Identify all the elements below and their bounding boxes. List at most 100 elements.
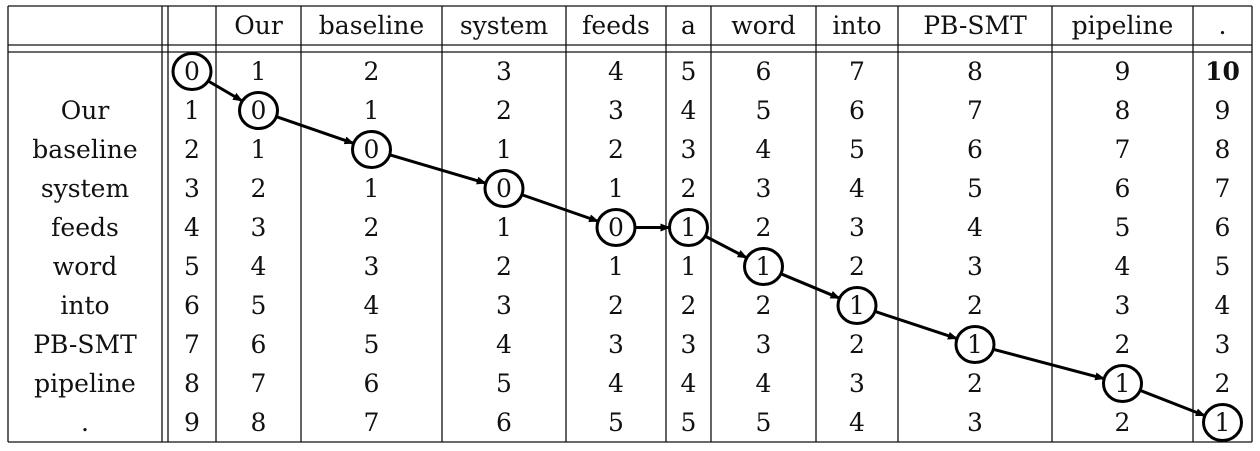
row-header: . — [81, 408, 89, 437]
column-header: . — [1218, 11, 1227, 40]
matrix-cell: 4 — [608, 57, 624, 86]
matrix-cell: 2 — [363, 213, 380, 242]
matrix-cell: 3 — [608, 96, 624, 125]
matrix-cell: 1 — [363, 174, 380, 203]
matrix-cell: 0 — [608, 213, 624, 242]
matrix-cell: 4 — [680, 369, 697, 398]
matrix-cell: 2 — [608, 291, 624, 320]
matrix-cell: 5 — [849, 135, 865, 164]
matrix-cell: 2 — [1114, 408, 1131, 437]
matrix-cell: 1 — [608, 252, 624, 281]
matrix-cell: 9 — [184, 408, 200, 437]
matrix-cell: 4 — [1214, 291, 1231, 320]
matrix-cell: 1 — [363, 96, 380, 125]
column-header: pipeline — [1071, 11, 1174, 40]
matrix-cell: 5 — [496, 369, 512, 398]
column-header: a — [681, 11, 696, 40]
matrix-cell: 4 — [496, 330, 512, 359]
matrix-cell: 1 — [755, 252, 772, 281]
matrix-cell: 5 — [1214, 252, 1231, 281]
matrix-cell: 3 — [496, 57, 512, 86]
matrix-cell: 5 — [1114, 213, 1131, 242]
column-header: Our — [234, 11, 283, 40]
matrix-cell: 1 — [496, 135, 512, 164]
matrix-cell: 4 — [755, 135, 772, 164]
matrix-cell: 6 — [1114, 174, 1131, 203]
matrix-cell: 3 — [363, 252, 380, 281]
matrix-cell: 1 — [680, 252, 697, 281]
matrix-cell: 5 — [680, 57, 697, 86]
matrix-cell: 2 — [363, 57, 380, 86]
matrix-cell: 3 — [967, 252, 983, 281]
matrix-cell: 3 — [967, 408, 983, 437]
matrix-cell: 5 — [608, 408, 624, 437]
column-header: PB-SMT — [923, 11, 1027, 40]
matrix-cell: 3 — [184, 174, 200, 203]
matrix-cell: 4 — [1114, 252, 1131, 281]
row-header: PB-SMT — [33, 330, 137, 359]
matrix-cell: 7 — [184, 330, 200, 359]
matrix-cell: 1 — [184, 96, 200, 125]
matrix-cell: 1 — [680, 213, 697, 242]
matrix-cell: 2 — [1214, 369, 1231, 398]
matrix-cell: 8 — [1214, 135, 1231, 164]
matrix-cell: 3 — [1214, 330, 1231, 359]
matrix-cell: 10 — [1205, 57, 1240, 86]
matrix-cell: 8 — [967, 57, 983, 86]
matrix-cell: 2 — [755, 213, 772, 242]
matrix-cell: 1 — [1214, 408, 1231, 437]
matrix-cell: 9 — [1114, 57, 1131, 86]
matrix-cell: 8 — [184, 369, 200, 398]
matrix-cell: 8 — [250, 408, 267, 437]
matrix-cell: 2 — [967, 369, 983, 398]
matrix-cell: 2 — [967, 291, 983, 320]
matrix-cell: 0 — [184, 57, 200, 86]
matrix-cell: 4 — [184, 213, 200, 242]
matrix-cell: 3 — [849, 213, 865, 242]
matrix-cell: 9 — [1214, 96, 1231, 125]
matrix-cell: 5 — [680, 408, 697, 437]
row-header: feeds — [51, 213, 119, 242]
matrix-cell: 1 — [250, 135, 267, 164]
matrix-cell: 6 — [849, 96, 865, 125]
matrix-cell: 6 — [967, 135, 983, 164]
matrix-cell: 7 — [849, 57, 865, 86]
matrix-cell: 4 — [849, 174, 865, 203]
matrix-cell: 3 — [250, 213, 267, 242]
row-header: into — [60, 291, 110, 320]
row-header: system — [40, 174, 130, 203]
matrix-cell: 4 — [250, 252, 267, 281]
matrix-cell: 0 — [363, 135, 380, 164]
matrix-cell: 1 — [496, 213, 512, 242]
matrix-cell: 6 — [184, 291, 200, 320]
matrix-cell: 5 — [363, 330, 380, 359]
matrix-cell: 4 — [680, 96, 697, 125]
matrix-cell: 4 — [608, 369, 624, 398]
matrix-cell: 5 — [184, 252, 200, 281]
matrix-cell: 0 — [250, 96, 267, 125]
matrix-cell: 2 — [184, 135, 200, 164]
matrix-cell: 3 — [496, 291, 512, 320]
matrix-cell: 2 — [849, 252, 865, 281]
matrix-cell: 4 — [363, 291, 380, 320]
column-header — [168, 6, 216, 45]
matrix-cell: 3 — [755, 330, 772, 359]
matrix-cell: 3 — [1114, 291, 1131, 320]
row-header: Our — [60, 96, 110, 125]
matrix-cell: 3 — [680, 135, 697, 164]
matrix-cell: 2 — [496, 96, 512, 125]
matrix-cell: 6 — [250, 330, 267, 359]
matrix-cell: 6 — [755, 57, 772, 86]
matrix-cell: 5 — [250, 291, 267, 320]
column-header: word — [731, 11, 796, 40]
row-header: word — [52, 252, 118, 281]
matrix-cell: 5 — [755, 408, 772, 437]
column-header: into — [832, 11, 882, 40]
matrix-cell: 5 — [967, 174, 983, 203]
matrix-cell: 6 — [496, 408, 512, 437]
matrix-cell: 3 — [608, 330, 624, 359]
matrix-cell: 2 — [250, 174, 267, 203]
matrix-cell: 2 — [680, 291, 697, 320]
matrix-cell: 1 — [608, 174, 624, 203]
matrix-cell: 3 — [680, 330, 697, 359]
